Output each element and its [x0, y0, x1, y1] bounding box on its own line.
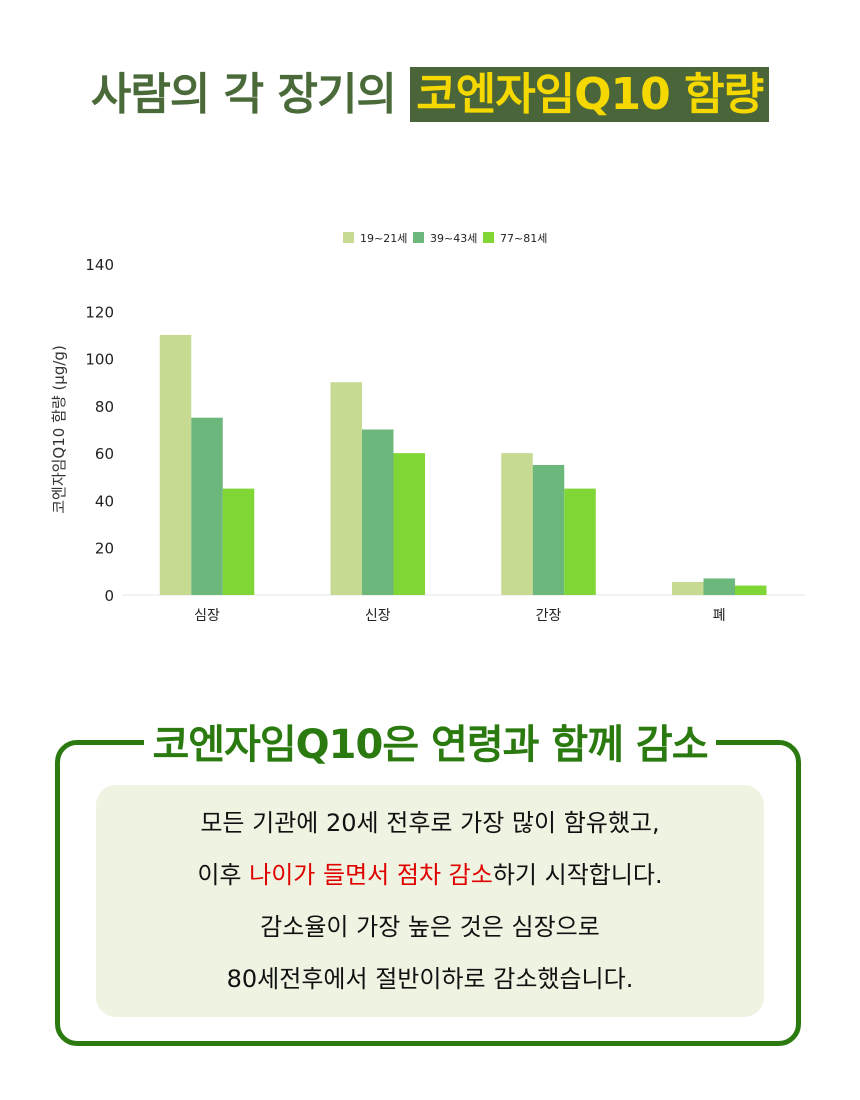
bar	[735, 585, 767, 595]
bar	[703, 578, 735, 595]
line2-start: 이후	[197, 861, 250, 889]
y-tick-label: 40	[95, 492, 114, 510]
y-tick-label: 80	[95, 398, 114, 416]
bar	[672, 581, 704, 595]
y-tick-label: 20	[95, 540, 114, 558]
x-tick-label: 폐	[713, 608, 726, 624]
y-tick-label: 120	[85, 303, 114, 321]
bar	[362, 429, 394, 595]
legend-swatch	[413, 232, 424, 243]
bar	[191, 417, 223, 595]
bar	[222, 488, 255, 595]
bar	[532, 464, 565, 595]
summary-text-panel: 모든 기관에 20세 전후로 가장 많이 함유했고, 이후 나이가 들면서 점차…	[96, 785, 764, 1017]
legend-swatch	[483, 232, 494, 243]
bar	[159, 334, 192, 595]
page-title: 사람의 각 장기의 코엔자임Q10 함량	[0, 58, 860, 122]
legend-label: 19~21세	[360, 232, 407, 245]
y-tick-label: 100	[85, 351, 114, 369]
summary-line-1: 모든 기관에 20세 전후로 가장 많이 함유했고,	[200, 809, 660, 837]
y-tick-label: 140	[85, 256, 114, 274]
line2-highlight: 나이가 들면서 점차 감소	[249, 861, 493, 889]
title-highlight: 코엔자임Q10 함량	[410, 67, 770, 122]
y-axis-label: 코엔자임Q10 함량 (μg/g)	[50, 345, 68, 514]
summary-line-4: 80세전후에서 절반이하로 감소했습니다.	[226, 965, 634, 993]
x-tick-label: 신장	[365, 608, 391, 624]
bar-chart: 0 20 40 60 80 100 120 140 코엔자임Q10 함량 (μg/g) 심장 신장 간…	[50, 232, 805, 624]
title-text: 사람의 각 장기의	[90, 69, 411, 120]
y-tick-label: 0	[104, 587, 114, 605]
bar	[330, 382, 362, 595]
summary-heading-text: 코엔자임Q10은 연령과 함께 감소	[144, 722, 716, 768]
x-tick-label: 심장	[194, 608, 220, 624]
bar	[501, 453, 533, 595]
legend-label: 77~81세	[500, 232, 547, 245]
y-tick-label: 60	[95, 445, 114, 463]
line2-end: 하기 시작합니다.	[492, 861, 663, 889]
summary-line-3: 감소율이 가장 높은 것은 심장으로	[260, 913, 600, 941]
summary-line-2: 이후 나이가 들면서 점차 감소하기 시작합니다.	[197, 849, 662, 901]
bar	[393, 453, 425, 595]
summary-heading: 코엔자임Q10은 연령과 함께 감소	[0, 712, 860, 770]
x-tick-label: 간장	[536, 608, 562, 624]
legend-swatch	[343, 232, 354, 243]
bar	[564, 488, 596, 595]
legend-label: 39~43세	[430, 232, 477, 245]
